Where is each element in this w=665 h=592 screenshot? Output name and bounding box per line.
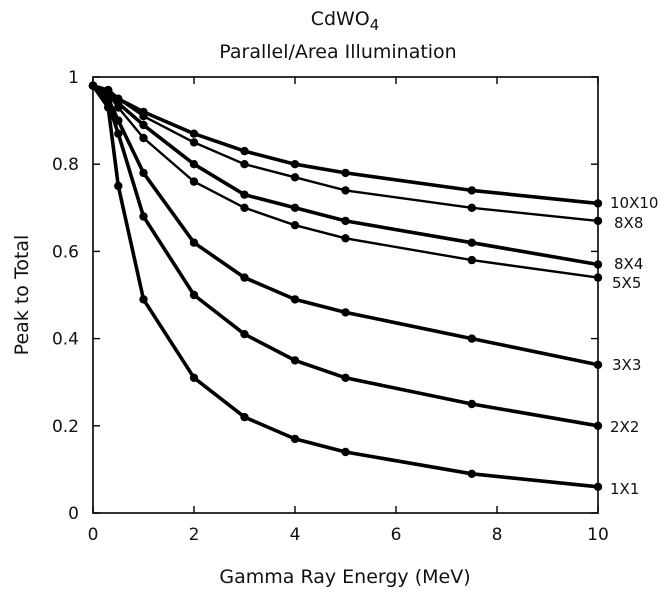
y-tick-label: 0.4 bbox=[52, 330, 79, 350]
data-point-3x3 bbox=[593, 360, 603, 369]
x-tick-label: 8 bbox=[492, 525, 503, 545]
x-tick-label: 2 bbox=[189, 525, 200, 545]
y-tick-label: 0.8 bbox=[52, 155, 79, 175]
data-point-10x10 bbox=[593, 199, 603, 208]
series-label-2x2: 2X2 bbox=[610, 418, 639, 436]
data-point-10x10 bbox=[240, 146, 249, 156]
data-point-8x8 bbox=[139, 112, 148, 121]
data-point-3x3 bbox=[341, 308, 350, 317]
data-point-1x1 bbox=[290, 434, 300, 444]
data-point-8x8 bbox=[467, 203, 476, 212]
plot-frame bbox=[92, 76, 599, 514]
data-point-2x2 bbox=[341, 373, 350, 382]
y-tick-label: 1 bbox=[68, 68, 79, 88]
data-point-2x2 bbox=[240, 330, 249, 339]
y-tick-label: 0 bbox=[68, 504, 79, 524]
data-point-8x4 bbox=[341, 216, 350, 226]
data-point-2x2 bbox=[290, 356, 300, 365]
data-point-1x1 bbox=[88, 81, 98, 90]
data-point-8x8 bbox=[290, 173, 300, 182]
y-axis-label: Peak to Total bbox=[11, 235, 33, 356]
data-point-2x2 bbox=[139, 212, 148, 221]
data-point-8x8 bbox=[341, 186, 350, 195]
chart-subtitle: Parallel/Area Illumination bbox=[219, 41, 456, 63]
data-point-1x1 bbox=[104, 103, 113, 112]
data-point-3x3 bbox=[189, 238, 199, 247]
data-point-8x8 bbox=[240, 160, 249, 169]
data-point-3x3 bbox=[290, 295, 300, 304]
data-point-5x5 bbox=[240, 203, 249, 212]
data-point-8x4 bbox=[189, 160, 199, 169]
x-tick-label: 0 bbox=[88, 525, 99, 545]
series-line-8x4 bbox=[91, 83, 600, 267]
data-point-2x2 bbox=[467, 399, 476, 409]
series-line-5x5 bbox=[91, 84, 600, 279]
data-point-10x10 bbox=[290, 160, 300, 169]
series-label-8x8: 8X8 bbox=[614, 214, 643, 232]
data-point-1x1 bbox=[467, 469, 476, 478]
data-point-8x4 bbox=[593, 260, 603, 269]
data-point-3x3 bbox=[467, 334, 476, 343]
data-point-3x3 bbox=[139, 168, 148, 178]
series-label-1x1: 1X1 bbox=[610, 480, 639, 498]
data-point-5x5 bbox=[341, 234, 350, 243]
data-point-5x5 bbox=[189, 177, 199, 186]
data-point-1x1 bbox=[189, 373, 199, 382]
x-axis-label: Gamma Ray Energy (MeV) bbox=[219, 566, 470, 588]
data-point-8x8 bbox=[189, 138, 199, 147]
data-point-5x5 bbox=[593, 273, 603, 282]
data-point-2x2 bbox=[114, 129, 123, 138]
series-line-3x3 bbox=[91, 83, 600, 367]
data-point-1x1 bbox=[593, 482, 603, 491]
data-point-8x4 bbox=[467, 238, 476, 247]
x-tick-label: 10 bbox=[587, 525, 609, 545]
data-point-5x5 bbox=[290, 221, 300, 230]
data-point-10x10 bbox=[341, 168, 350, 178]
data-point-1x1 bbox=[240, 412, 249, 422]
x-tick-label: 6 bbox=[391, 525, 402, 545]
series-line-8x8 bbox=[91, 84, 600, 223]
series-label-10x10: 10X10 bbox=[610, 194, 658, 212]
series-label-3x3: 3X3 bbox=[612, 356, 641, 374]
data-point-10x10 bbox=[189, 129, 199, 138]
y-tick-label: 0.2 bbox=[52, 417, 79, 437]
axis-ticks: 0 2 4 6 8 10 0 0.2 0.4 0.6 0.8 1 bbox=[52, 68, 609, 545]
series-line-2x2 bbox=[91, 83, 600, 428]
data-point-1x1 bbox=[139, 295, 148, 304]
chart-title: CdWO4 bbox=[311, 8, 380, 34]
data-point-8x4 bbox=[139, 120, 148, 130]
data-point-2x2 bbox=[593, 421, 603, 430]
data-point-5x5 bbox=[114, 103, 123, 112]
x-tick-label: 4 bbox=[290, 525, 301, 545]
data-point-8x4 bbox=[290, 203, 300, 212]
data-point-3x3 bbox=[240, 273, 249, 282]
y-tick-label: 0.6 bbox=[52, 242, 79, 262]
data-point-5x5 bbox=[467, 255, 476, 265]
data-point-5x5 bbox=[139, 133, 148, 143]
series-label-5x5: 5X5 bbox=[612, 274, 641, 292]
data-point-1x1 bbox=[341, 447, 350, 457]
data-series bbox=[88, 81, 603, 491]
data-point-8x8 bbox=[593, 216, 603, 226]
data-point-10x10 bbox=[467, 186, 476, 195]
data-point-1x1 bbox=[114, 181, 123, 191]
series-label-8x4: 8X4 bbox=[614, 255, 643, 273]
data-point-8x4 bbox=[240, 190, 249, 199]
data-point-2x2 bbox=[189, 290, 199, 300]
series-line-1x1 bbox=[91, 83, 600, 489]
